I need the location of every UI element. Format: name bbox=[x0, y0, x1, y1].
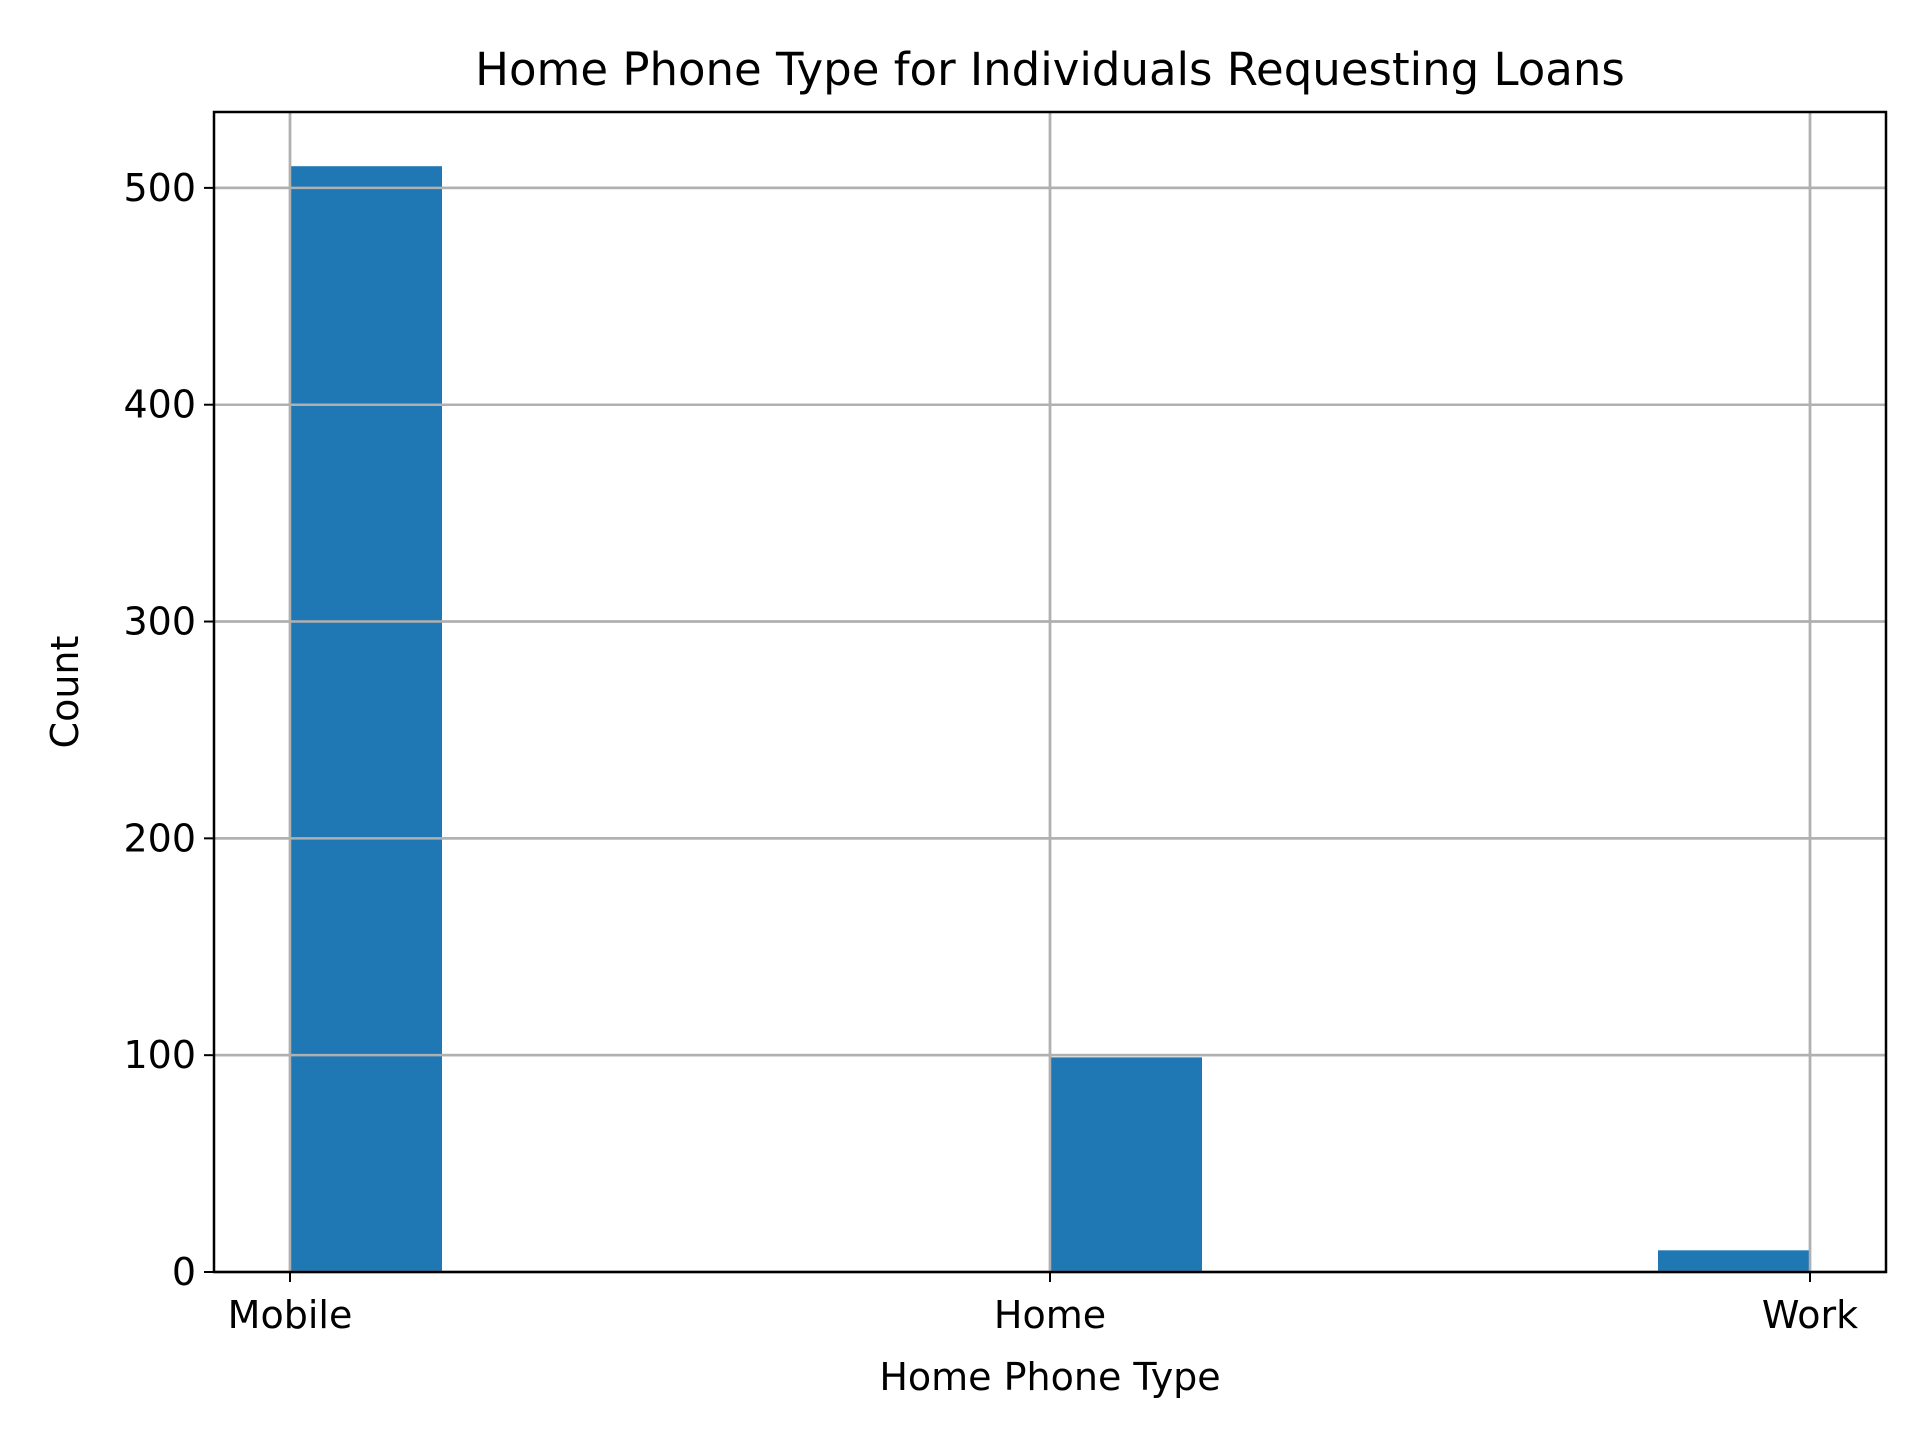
bar-0 bbox=[290, 166, 442, 1273]
y-axis-ticks: 0 100 200 300 400 500 bbox=[123, 166, 214, 1294]
x-axis-label: Home Phone Type bbox=[879, 1355, 1220, 1399]
y-tick-label: 500 bbox=[123, 166, 196, 210]
y-tick-label: 100 bbox=[123, 1033, 196, 1077]
y-tick-label: 0 bbox=[172, 1250, 196, 1294]
bar-2 bbox=[1658, 1250, 1810, 1272]
y-axis-label: Count bbox=[43, 636, 87, 749]
y-tick-label: 200 bbox=[123, 816, 196, 860]
x-tick-label: Mobile bbox=[228, 1293, 353, 1337]
x-axis-ticks: Mobile Home Work bbox=[228, 1272, 1858, 1337]
y-tick-label: 400 bbox=[123, 383, 196, 427]
bars bbox=[214, 112, 1886, 1274]
chart-title: Home Phone Type for Individuals Requesti… bbox=[475, 43, 1625, 96]
bar-1 bbox=[1050, 1057, 1202, 1272]
y-tick-label: 300 bbox=[123, 600, 196, 644]
x-tick-label: Work bbox=[1762, 1293, 1858, 1337]
x-tick-label: Home bbox=[994, 1293, 1106, 1337]
